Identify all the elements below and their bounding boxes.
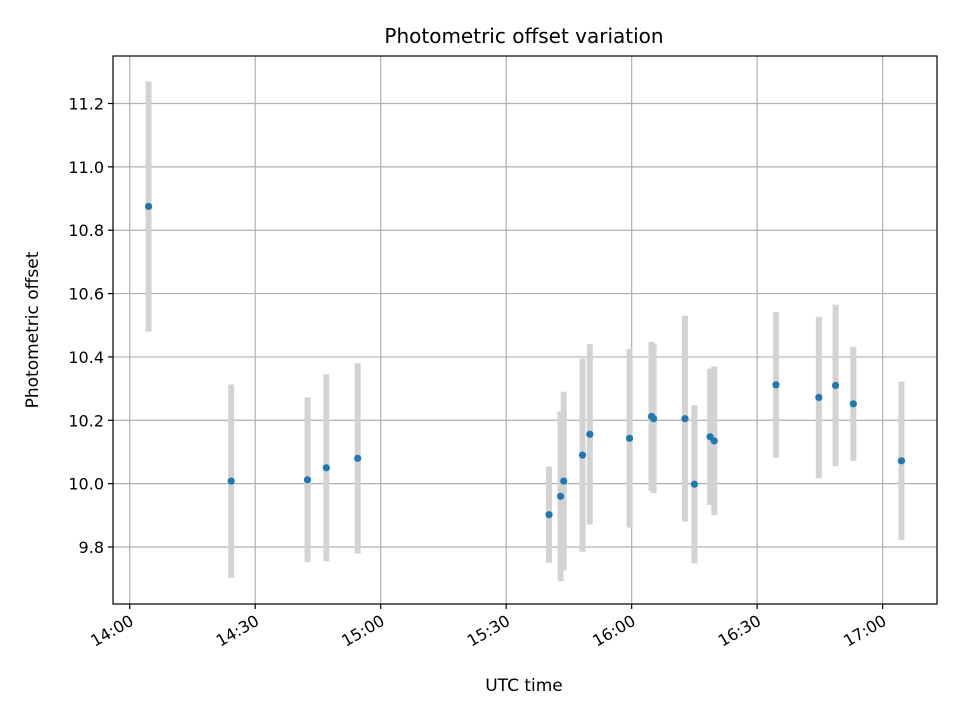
data-point	[556, 492, 565, 500]
data-point	[831, 381, 840, 390]
x-axis: 14:00 14:30 15:00 15:30 16:00 16:30 17:00	[87, 604, 890, 651]
y-tick-label: 10.8	[68, 221, 104, 240]
y-tick-label: 10.6	[68, 285, 104, 304]
chart-title: Photometric offset variation	[384, 24, 663, 48]
data-point	[625, 434, 634, 442]
y-axis-title: Photometric offset	[23, 251, 43, 408]
data-point	[578, 451, 587, 459]
x-tick-label: 14:30	[213, 611, 262, 651]
error-bars	[145, 81, 905, 582]
data-point	[690, 480, 699, 488]
y-tick-label: 10.2	[68, 411, 104, 430]
data-point	[354, 454, 362, 462]
y-tick-label: 9.8	[79, 538, 104, 557]
data-point	[227, 477, 235, 485]
data-point	[650, 415, 658, 423]
data-point	[772, 381, 780, 389]
data-point	[681, 415, 689, 423]
data-point	[586, 430, 594, 438]
x-tick-label: 17:00	[840, 611, 889, 651]
data-point	[322, 464, 330, 472]
data-point	[545, 511, 553, 519]
x-tick-label: 15:00	[338, 611, 387, 651]
y-tick-label: 11.0	[68, 158, 104, 177]
y-tick-label: 10.0	[68, 475, 104, 494]
data-point	[560, 477, 568, 485]
y-axis: 9.8 10.0 10.2 10.4 10.6 10.8 11.0 11.2	[68, 95, 113, 557]
data-point	[303, 476, 312, 484]
x-tick-label: 16:00	[589, 611, 638, 651]
grid	[113, 56, 937, 604]
data-point	[897, 457, 906, 465]
x-tick-label: 14:00	[87, 611, 136, 651]
data-markers	[144, 202, 906, 519]
y-tick-label: 10.4	[68, 348, 104, 367]
x-tick-label: 16:30	[715, 611, 764, 651]
data-point	[144, 202, 153, 211]
x-tick-label: 15:30	[464, 611, 513, 651]
data-point	[710, 437, 718, 445]
plot-frame	[112, 55, 938, 605]
data-point	[849, 400, 857, 408]
x-axis-title: UTC time	[485, 676, 563, 696]
y-tick-label: 11.2	[68, 95, 104, 114]
data-point	[815, 393, 823, 402]
